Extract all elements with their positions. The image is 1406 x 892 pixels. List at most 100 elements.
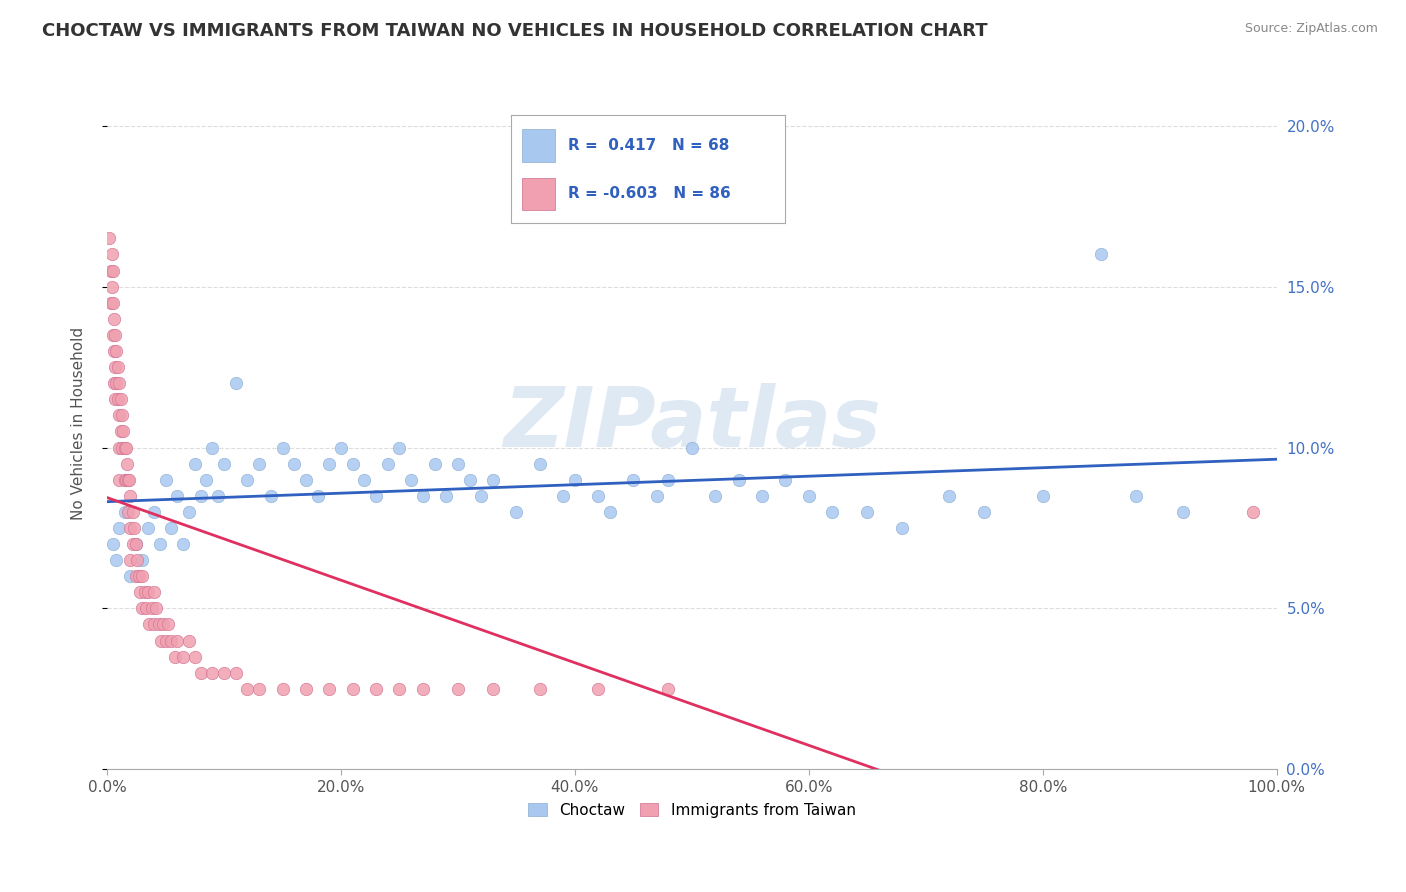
Point [135,601,157,615]
Point [399,473,422,487]
Point [225,665,247,680]
Point [136,521,159,535]
Point [271,681,294,696]
Point [100,263,122,277]
Point [101,327,124,342]
Point [434,489,457,503]
Point [184,457,207,471]
Point [195,473,218,487]
Point [105,376,128,391]
Point [412,489,434,503]
Point [114,473,136,487]
Point [142,617,165,632]
Point [114,441,136,455]
Text: Source: ZipAtlas.com: Source: ZipAtlas.com [1244,22,1378,36]
Point [260,489,283,503]
Point [588,489,610,503]
Point [131,553,153,567]
Point [125,537,148,551]
Point [101,295,124,310]
Point [657,681,679,696]
Point [122,521,145,535]
Point [681,441,703,455]
Point [295,681,318,696]
Point [172,649,194,664]
Point [775,473,797,487]
Point [307,489,329,503]
Point [207,489,229,503]
Point [160,521,183,535]
Point [107,392,129,407]
Point [938,489,960,503]
Point [100,295,122,310]
Point [271,441,294,455]
Point [588,681,610,696]
Point [330,441,353,455]
Point [318,681,340,696]
Point [727,473,749,487]
Point [101,263,124,277]
Point [103,343,125,358]
Point [131,569,153,583]
Point [152,617,174,632]
Legend: Choctaw, Immigrants from Taiwan: Choctaw, Immigrants from Taiwan [522,797,862,824]
Point [657,473,679,487]
Point [342,681,364,696]
Point [505,505,527,519]
Point [184,649,207,664]
Point [115,457,138,471]
Point [212,665,235,680]
Point [190,665,212,680]
Point [107,359,129,374]
Point [142,585,165,599]
Point [121,505,143,519]
Point [107,473,129,487]
Point [114,505,136,519]
Point [107,409,129,423]
Point [117,473,139,487]
Point [134,585,156,599]
Point [388,441,411,455]
Point [891,521,914,535]
Point [470,489,492,503]
Point [120,521,142,535]
Point [105,343,128,358]
Point [142,505,165,519]
Point [247,681,270,696]
Point [141,601,163,615]
Point [145,601,167,615]
Text: CHOCTAW VS IMMIGRANTS FROM TAIWAN NO VEHICLES IN HOUSEHOLD CORRELATION CHART: CHOCTAW VS IMMIGRANTS FROM TAIWAN NO VEH… [42,22,988,40]
Point [131,601,153,615]
Point [121,537,143,551]
Point [104,392,127,407]
Point [105,553,128,567]
Point [364,681,387,696]
Point [247,457,270,471]
Point [751,489,773,503]
Point [100,279,122,293]
Point [553,489,575,503]
Point [342,457,364,471]
Point [797,489,820,503]
Point [201,441,224,455]
Point [136,585,159,599]
Point [120,489,142,503]
Point [156,617,179,632]
Y-axis label: No Vehicles in Household: No Vehicles in Household [72,326,86,520]
Point [107,521,129,535]
Point [529,681,551,696]
Point [172,537,194,551]
Point [120,569,142,583]
Point [104,359,127,374]
Point [177,505,200,519]
Point [149,633,172,648]
Point [447,681,470,696]
Point [103,311,125,326]
Point [704,489,727,503]
Point [112,425,135,439]
Point [458,473,481,487]
Point [128,569,150,583]
Point [120,553,142,567]
Point [117,505,139,519]
Point [236,473,259,487]
